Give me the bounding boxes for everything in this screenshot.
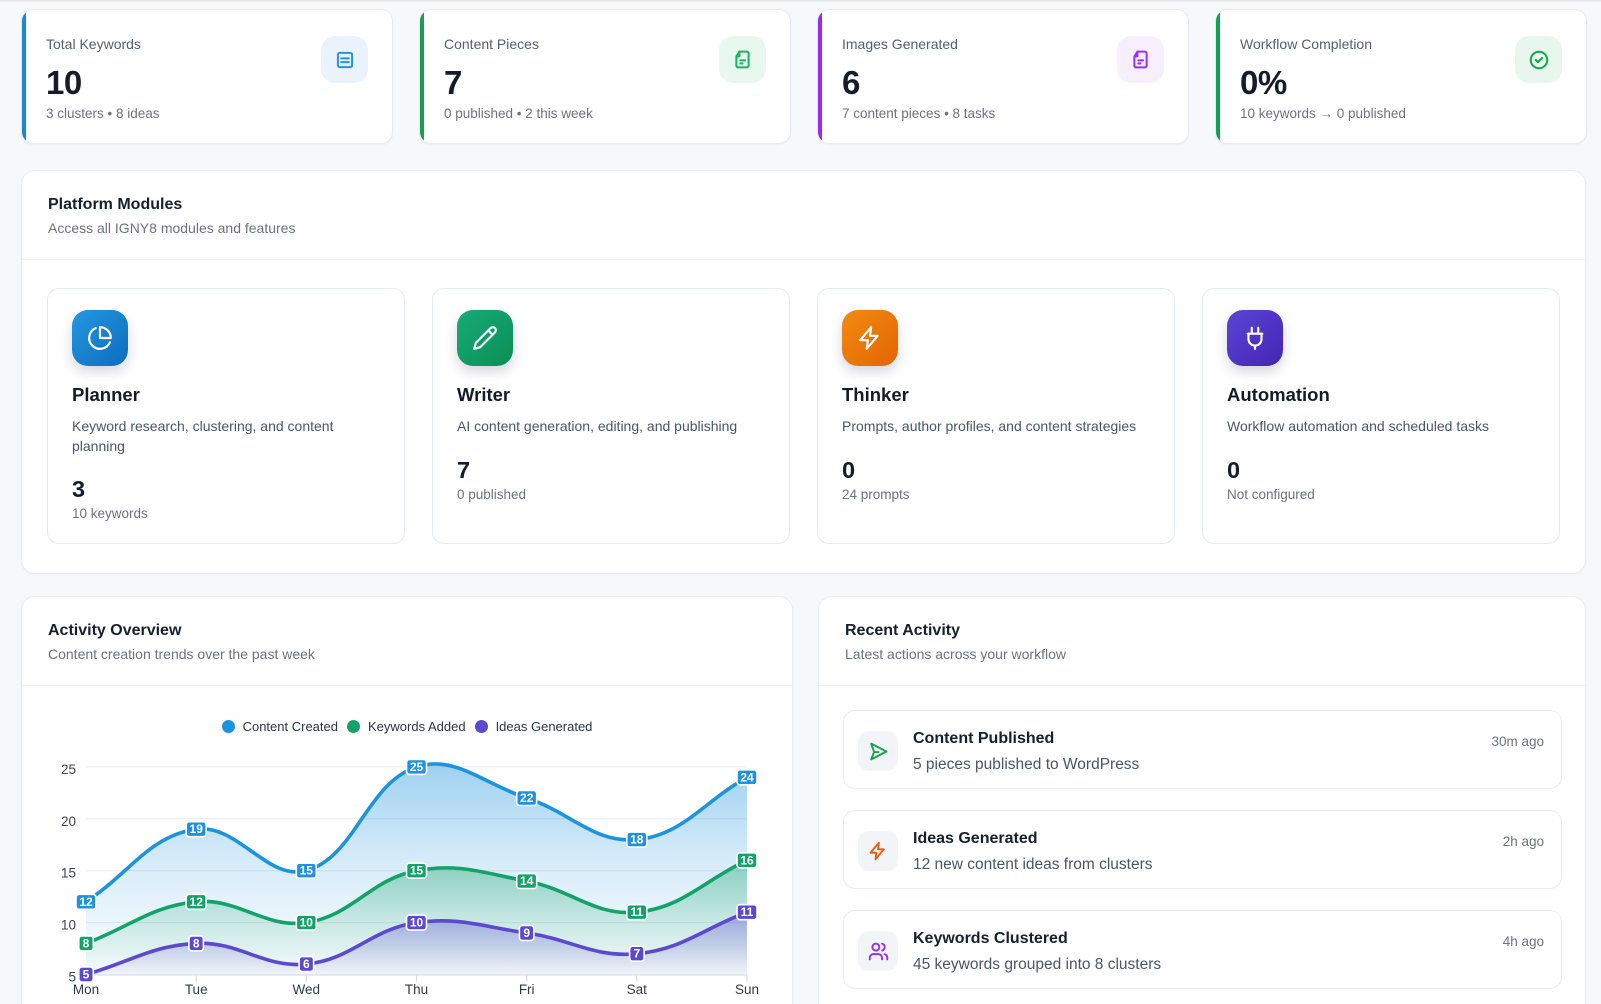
svg-text:5: 5 — [68, 970, 76, 985]
svg-text:9: 9 — [523, 926, 530, 940]
svg-text:6: 6 — [303, 957, 310, 971]
svg-text:8: 8 — [83, 936, 90, 950]
svg-text:10: 10 — [61, 918, 76, 933]
svg-text:11: 11 — [741, 905, 754, 919]
svg-text:16: 16 — [740, 853, 754, 867]
svg-text:10: 10 — [410, 916, 424, 930]
svg-text:Mon: Mon — [73, 982, 99, 997]
svg-text:Thu: Thu — [405, 982, 428, 997]
svg-text:22: 22 — [520, 791, 534, 805]
svg-text:8: 8 — [193, 936, 200, 950]
svg-text:Sun: Sun — [735, 982, 759, 997]
svg-text:Fri: Fri — [519, 982, 535, 997]
svg-text:15: 15 — [61, 866, 76, 881]
svg-text:25: 25 — [410, 760, 424, 774]
svg-text:Sat: Sat — [627, 982, 648, 997]
svg-text:5: 5 — [83, 968, 90, 982]
svg-text:7: 7 — [633, 947, 640, 961]
svg-text:Wed: Wed — [293, 982, 321, 997]
svg-text:19: 19 — [190, 822, 204, 836]
svg-text:10: 10 — [300, 916, 314, 930]
svg-text:24: 24 — [740, 770, 754, 784]
svg-text:25: 25 — [61, 762, 76, 777]
svg-text:18: 18 — [630, 833, 644, 847]
svg-text:14: 14 — [520, 874, 534, 888]
svg-text:20: 20 — [61, 814, 76, 829]
svg-text:Tue: Tue — [185, 982, 208, 997]
svg-text:12: 12 — [190, 895, 204, 909]
svg-text:11: 11 — [630, 905, 643, 919]
svg-text:12: 12 — [79, 895, 93, 909]
svg-text:15: 15 — [300, 864, 314, 878]
svg-text:15: 15 — [410, 864, 424, 878]
